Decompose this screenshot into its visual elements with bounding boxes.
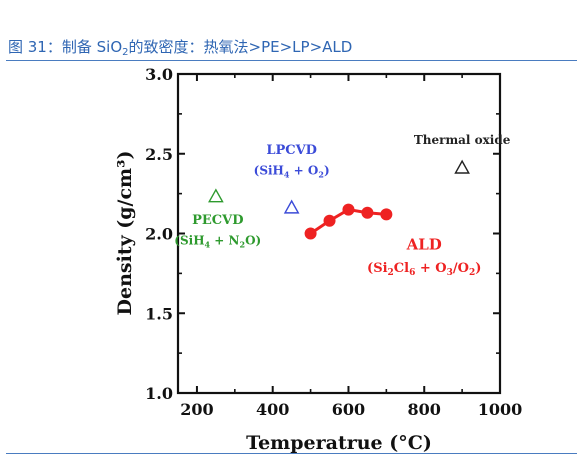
ald-precursor-sub: 2 — [469, 268, 475, 278]
data-point — [361, 206, 374, 219]
y-tick-label: 2.5 — [145, 145, 173, 164]
y-tick-label: 2.0 — [145, 225, 173, 244]
title-rule — [6, 60, 577, 61]
pecvd-precursor-part: (SiH — [174, 234, 204, 248]
annotation-lpcvd-precursor: (SiH4 + O2) — [254, 163, 330, 179]
ald-precursor-part: /O — [453, 261, 469, 276]
annotation-lpcvd: LPCVD — [266, 143, 317, 158]
ald-precursor-sub: 3 — [447, 268, 453, 278]
data-point — [283, 199, 300, 214]
ald-precursor-part: (Si — [367, 261, 388, 276]
x-tick-label: 200 — [180, 400, 213, 419]
bottom-rule — [6, 453, 577, 454]
figure-number: 图 31： — [8, 38, 62, 56]
x-tick-label: 400 — [256, 400, 289, 419]
data-point — [304, 227, 317, 240]
figure-title: 图 31：制备 SiO2的致密度：热氧法>PE>LP>ALD — [8, 36, 352, 58]
pecvd-precursor-sub: 2 — [240, 240, 246, 250]
lpcvd-precursor-sub: 2 — [318, 169, 324, 179]
ald-precursor-part: + O — [415, 261, 446, 276]
ald-precursor-sub: 2 — [388, 268, 394, 278]
annotation-pecvd-precursor: (SiH4 + N2O) — [174, 234, 261, 250]
annotation-thermal-oxide: Thermal oxide — [414, 133, 511, 147]
y-tick-label: 3.0 — [145, 65, 173, 84]
ald-precursor-part: ) — [475, 261, 481, 276]
axis-ticks — [178, 73, 501, 394]
y-tick-label: 1.0 — [145, 384, 173, 403]
y-tick-label: 1.5 — [145, 304, 173, 323]
x-tick-label: 600 — [332, 400, 365, 419]
series-layer — [208, 159, 470, 240]
data-point — [342, 203, 355, 216]
ald-precursor-part: Cl — [394, 261, 409, 276]
lpcvd-precursor-part: ) — [324, 163, 330, 177]
lpcvd-precursor-part: + O — [289, 163, 318, 177]
title-subscript: 2 — [122, 47, 129, 58]
annotation-ald: ALD — [406, 235, 442, 253]
data-point — [208, 188, 224, 203]
ald-precursor-sub: 6 — [409, 268, 415, 278]
data-point — [380, 208, 393, 221]
tick-labels: 200 400 600 800 1000 1.0 1.5 2.0 2.5 3.0 — [145, 65, 522, 419]
annotation-pecvd: PECVD — [192, 213, 243, 228]
data-point — [323, 214, 336, 227]
pecvd-precursor-part: + N — [210, 234, 239, 248]
pecvd-precursor-sub: 4 — [205, 240, 211, 250]
lpcvd-precursor-part: (SiH — [254, 163, 284, 177]
annotation-ald-precursor: (Si2Cl6 + O3/O2) — [367, 261, 481, 278]
lpcvd-precursor-sub: 4 — [284, 169, 290, 179]
title-text-pre: 制备 SiO — [61, 38, 123, 56]
y-axis-title: Density (g/cm³) — [114, 151, 136, 316]
x-tick-label: 1000 — [478, 400, 523, 419]
data-point — [454, 159, 470, 174]
x-axis-title: Temperatrue (°C) — [246, 432, 432, 454]
pecvd-precursor-part: O) — [245, 234, 261, 248]
title-text-post: 的致密度：热氧法>PE>LP>ALD — [128, 38, 353, 56]
x-tick-label: 800 — [408, 400, 441, 419]
